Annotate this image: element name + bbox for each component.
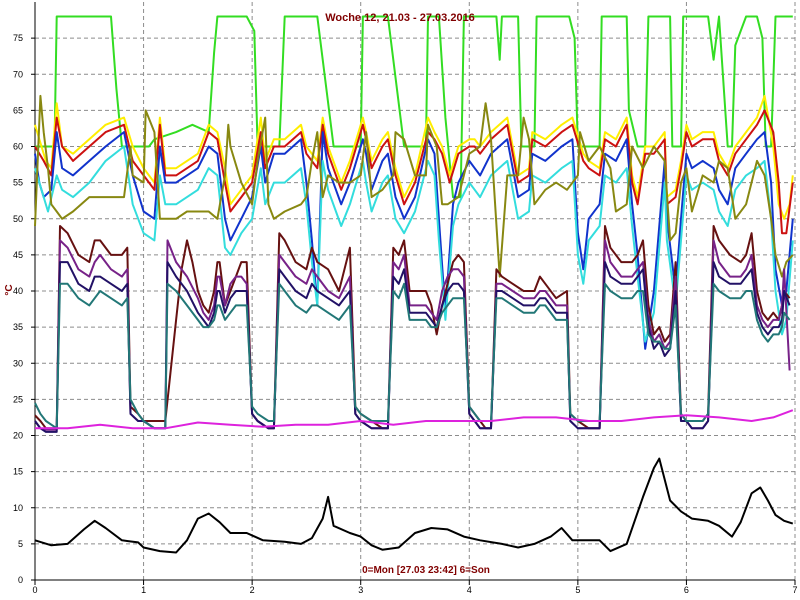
series-line-1	[35, 15, 793, 199]
series-line-6	[34, 94, 794, 278]
x-tick-label: 1	[141, 585, 146, 595]
y-tick-label: 5	[18, 539, 23, 549]
chart-caption: 0=Mon [27.03 23:42] 6=Son	[362, 565, 490, 576]
y-tick-label: 10	[13, 503, 23, 513]
series-line-5	[34, 145, 794, 343]
y-tick-label: 25	[13, 394, 23, 404]
y-axis-label: °C	[4, 284, 15, 295]
series-line-11	[35, 409, 794, 430]
chart-title: Woche 12, 21.03 - 27.03.2016	[325, 12, 475, 24]
y-tick-label: 55	[13, 178, 23, 188]
x-tick-label: 7	[792, 585, 797, 595]
y-tick-label: 20	[13, 431, 23, 441]
y-tick-label: 40	[13, 286, 23, 296]
x-tick-label: 5	[575, 585, 580, 595]
x-tick-label: 4	[467, 585, 472, 595]
x-tick-label: 2	[250, 585, 255, 595]
series-line-12	[34, 457, 794, 554]
y-tick-label: 30	[13, 358, 23, 368]
y-tick-label: 65	[13, 105, 23, 115]
x-tick-label: 0	[32, 585, 37, 595]
series-line-2	[34, 94, 794, 220]
y-tick-label: 50	[13, 214, 23, 224]
series-line-9	[34, 261, 791, 433]
y-tick-label: 60	[13, 142, 23, 152]
y-tick-label: 75	[13, 33, 23, 43]
x-tick-label: 3	[358, 585, 363, 595]
series-line-4	[34, 131, 794, 350]
y-tick-label: 0	[18, 575, 23, 585]
y-tick-label: 35	[13, 322, 23, 332]
y-tick-label: 15	[13, 467, 23, 477]
series-lines	[34, 15, 794, 554]
y-tick-label: 45	[13, 250, 23, 260]
x-tick-label: 6	[684, 585, 689, 595]
y-tick-label: 70	[13, 69, 23, 79]
